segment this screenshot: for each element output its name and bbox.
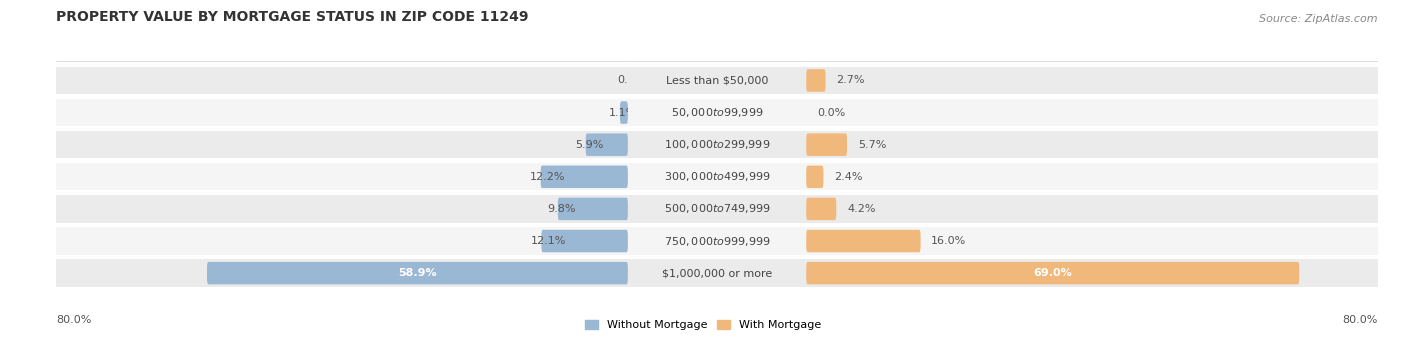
Text: 0.0%: 0.0% [617, 75, 645, 85]
Text: Source: ZipAtlas.com: Source: ZipAtlas.com [1260, 14, 1378, 24]
FancyBboxPatch shape [806, 67, 1378, 94]
FancyBboxPatch shape [628, 195, 806, 223]
Text: 5.7%: 5.7% [858, 140, 886, 150]
FancyBboxPatch shape [56, 227, 628, 255]
Text: 9.8%: 9.8% [547, 204, 575, 214]
FancyBboxPatch shape [806, 99, 1378, 126]
FancyBboxPatch shape [628, 67, 806, 94]
FancyBboxPatch shape [806, 227, 1378, 255]
Text: 4.2%: 4.2% [846, 204, 876, 214]
FancyBboxPatch shape [56, 259, 628, 287]
FancyBboxPatch shape [806, 69, 825, 92]
FancyBboxPatch shape [620, 101, 628, 124]
FancyBboxPatch shape [207, 262, 628, 284]
FancyBboxPatch shape [56, 195, 628, 223]
FancyBboxPatch shape [628, 227, 806, 255]
FancyBboxPatch shape [628, 99, 806, 126]
FancyBboxPatch shape [806, 166, 824, 188]
Text: PROPERTY VALUE BY MORTGAGE STATUS IN ZIP CODE 11249: PROPERTY VALUE BY MORTGAGE STATUS IN ZIP… [56, 10, 529, 24]
Text: 12.1%: 12.1% [530, 236, 567, 246]
FancyBboxPatch shape [806, 259, 1378, 287]
Text: 5.9%: 5.9% [575, 140, 603, 150]
Text: $750,000 to $999,999: $750,000 to $999,999 [664, 235, 770, 248]
Text: 12.2%: 12.2% [530, 172, 565, 182]
FancyBboxPatch shape [628, 163, 806, 190]
Text: $500,000 to $749,999: $500,000 to $749,999 [664, 202, 770, 216]
Legend: Without Mortgage, With Mortgage: Without Mortgage, With Mortgage [581, 315, 825, 335]
Text: $50,000 to $99,999: $50,000 to $99,999 [671, 106, 763, 119]
FancyBboxPatch shape [586, 133, 628, 156]
FancyBboxPatch shape [628, 259, 806, 287]
Text: 2.4%: 2.4% [834, 172, 863, 182]
FancyBboxPatch shape [558, 198, 628, 220]
FancyBboxPatch shape [56, 131, 628, 158]
FancyBboxPatch shape [806, 230, 921, 252]
Text: $100,000 to $299,999: $100,000 to $299,999 [664, 138, 770, 151]
FancyBboxPatch shape [806, 131, 1378, 158]
FancyBboxPatch shape [806, 195, 1378, 223]
Text: 69.0%: 69.0% [1033, 268, 1073, 278]
FancyBboxPatch shape [806, 163, 1378, 190]
FancyBboxPatch shape [806, 133, 846, 156]
Text: 16.0%: 16.0% [931, 236, 966, 246]
Text: $300,000 to $499,999: $300,000 to $499,999 [664, 170, 770, 183]
FancyBboxPatch shape [56, 99, 628, 126]
Text: 1.1%: 1.1% [609, 107, 637, 118]
FancyBboxPatch shape [56, 67, 628, 94]
FancyBboxPatch shape [541, 230, 628, 252]
Text: $1,000,000 or more: $1,000,000 or more [662, 268, 772, 278]
Text: 80.0%: 80.0% [1343, 314, 1378, 325]
Text: 58.9%: 58.9% [398, 268, 437, 278]
Text: Less than $50,000: Less than $50,000 [666, 75, 768, 85]
FancyBboxPatch shape [806, 198, 837, 220]
Text: 2.7%: 2.7% [837, 75, 865, 85]
FancyBboxPatch shape [541, 166, 628, 188]
FancyBboxPatch shape [56, 163, 628, 190]
Text: 0.0%: 0.0% [817, 107, 845, 118]
FancyBboxPatch shape [806, 262, 1299, 284]
Text: 80.0%: 80.0% [56, 314, 91, 325]
FancyBboxPatch shape [628, 131, 806, 158]
